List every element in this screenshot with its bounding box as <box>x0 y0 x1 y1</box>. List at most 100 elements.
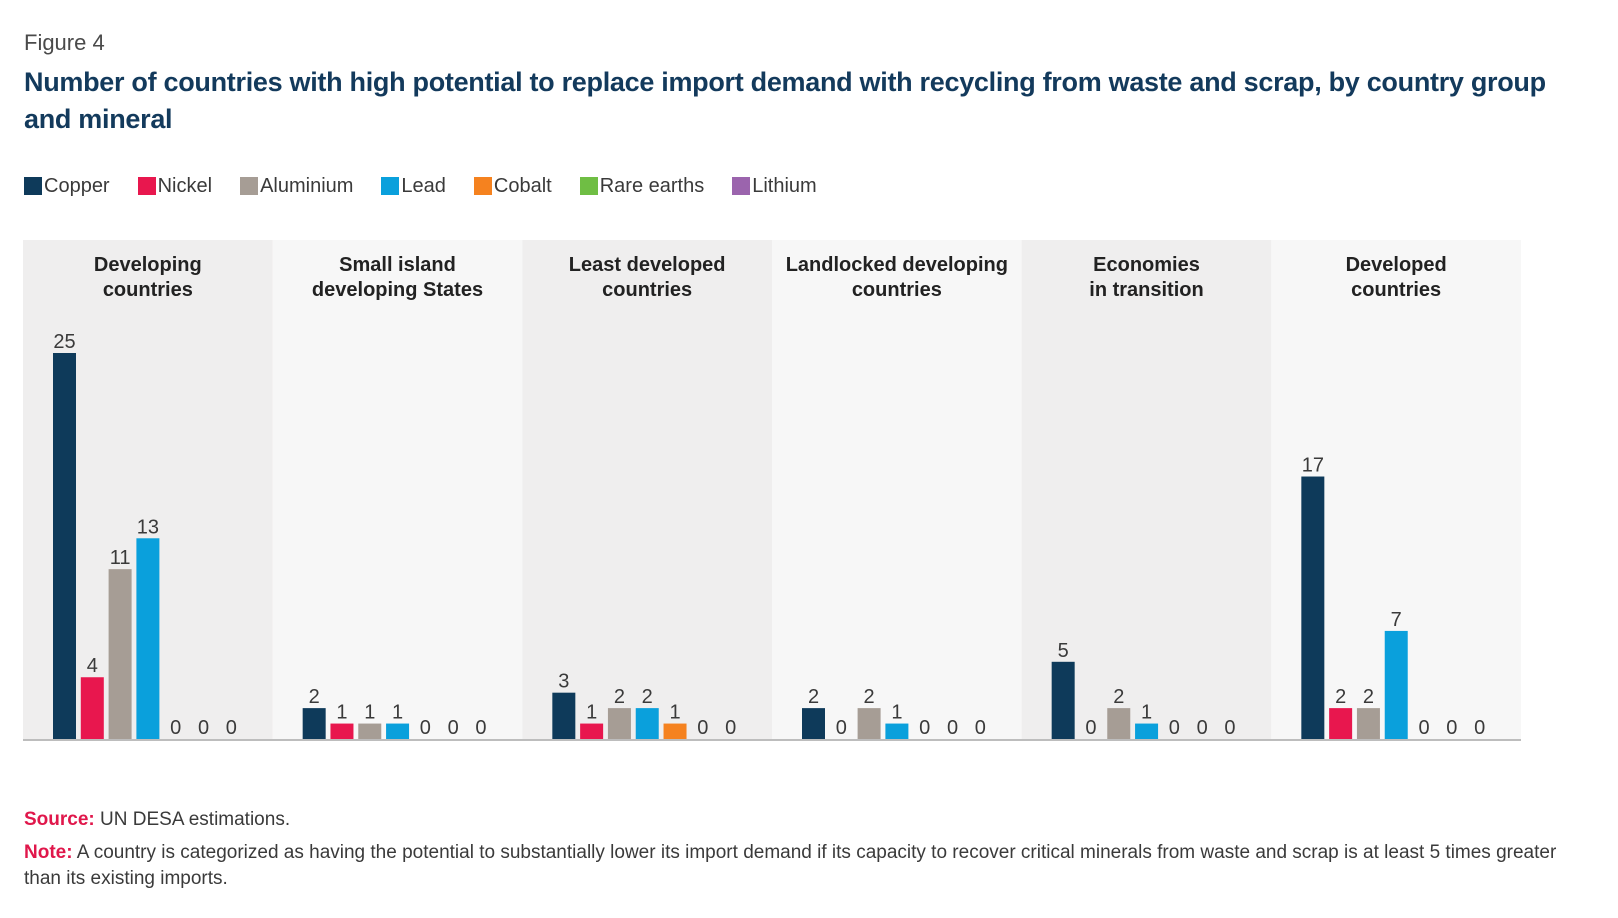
data-label-aluminium-least-developed-countries: 2 <box>614 686 625 708</box>
bar-lead-least-developed-countries <box>635 708 659 739</box>
bar-copper-developed-countries <box>1301 476 1325 739</box>
data-label-rare-earths-economies-in-transition: 0 <box>1197 717 1208 739</box>
panel-background <box>522 240 772 739</box>
data-label-cobalt-developed-countries: 0 <box>1418 717 1429 739</box>
category-label-economies-in-transition: Economies in transition <box>1089 254 1203 301</box>
data-label-lead-landlocked-developing-countries: 1 <box>891 702 902 724</box>
bar-lead-developing-countries <box>136 538 160 739</box>
data-label-nickel-small-island-developing-states: 1 <box>336 702 347 724</box>
legend-item-cobalt: Cobalt <box>473 175 552 198</box>
legend-label: Nickel <box>157 174 213 197</box>
data-label-lead-economies-in-transition: 1 <box>1141 702 1152 724</box>
data-label-lead-developing-countries: 13 <box>137 516 159 538</box>
category-label-developing-countries: Developing countries <box>94 254 202 301</box>
data-label-cobalt-landlocked-developing-countries: 0 <box>919 717 930 739</box>
legend-item-nickel: Nickel <box>137 174 213 198</box>
data-label-lithium-small-island-developing-states: 0 <box>475 717 486 739</box>
data-label-nickel-landlocked-developing-countries: 0 <box>836 717 847 739</box>
category-label-least-developed-countries: Least developed countries <box>569 254 726 301</box>
data-label-nickel-least-developed-countries: 1 <box>586 702 597 724</box>
note-key: Note: <box>24 842 73 863</box>
data-label-cobalt-developing-countries: 0 <box>170 717 181 739</box>
data-label-rare-earths-least-developed-countries: 0 <box>697 717 708 739</box>
data-label-copper-economies-in-transition: 5 <box>1058 640 1069 662</box>
legend-label: Lead <box>401 174 446 197</box>
legend-label: Lithium <box>752 174 817 197</box>
data-label-rare-earths-small-island-developing-states: 0 <box>448 717 459 739</box>
bar-copper-small-island-developing-states <box>302 708 326 739</box>
data-label-rare-earths-developing-countries: 0 <box>198 717 209 739</box>
source-text: UN DESA estimations. <box>94 809 291 830</box>
bar-aluminium-landlocked-developing-countries <box>857 708 881 739</box>
bar-lead-landlocked-developing-countries <box>885 723 909 739</box>
bar-lead-developed-countries <box>1384 630 1408 739</box>
legend-swatch <box>137 177 156 195</box>
data-label-copper-small-island-developing-states: 2 <box>309 686 320 708</box>
note-text: A country is categorized as having the p… <box>24 842 1557 889</box>
bar-aluminium-economies-in-transition <box>1107 708 1131 739</box>
data-label-lithium-economies-in-transition: 0 <box>1224 717 1235 739</box>
legend-item-lithium: Lithium <box>732 174 817 198</box>
legend-label: Aluminium <box>260 174 354 197</box>
data-label-lithium-landlocked-developing-countries: 0 <box>975 717 986 739</box>
panel-background <box>1021 240 1272 739</box>
bar-nickel-developed-countries <box>1329 708 1353 739</box>
bar-nickel-least-developed-countries <box>580 723 604 739</box>
category-label-small-island-developing-states: Small island developing States <box>312 254 483 301</box>
legend-swatch <box>381 177 400 195</box>
panel-background <box>772 240 1022 739</box>
bar-copper-developing-countries <box>53 353 76 739</box>
data-label-aluminium-economies-in-transition: 2 <box>1113 686 1124 708</box>
data-label-copper-developing-countries: 25 <box>53 331 75 353</box>
data-label-lead-small-island-developing-states: 1 <box>392 702 403 724</box>
data-label-aluminium-developing-countries: 11 <box>110 547 131 569</box>
note-line: Note: A country is categorized as having… <box>24 840 1594 892</box>
legend: Copper Nickel Aluminium Lead Cobalt Rare eart… <box>24 172 845 200</box>
data-label-copper-developed-countries: 17 <box>1302 455 1324 477</box>
data-label-copper-landlocked-developing-countries: 2 <box>808 686 819 708</box>
category-label-developed-countries: Developed countries <box>1346 254 1447 301</box>
legend-item-rare-earths: Rare earths <box>579 174 705 198</box>
data-label-cobalt-economies-in-transition: 0 <box>1169 717 1180 739</box>
panel-background <box>272 240 523 739</box>
legend-swatch <box>24 177 42 195</box>
data-label-lithium-least-developed-countries: 0 <box>725 717 736 739</box>
data-label-copper-least-developed-countries: 3 <box>558 671 569 693</box>
chart-title: Number of countries with high potential … <box>24 67 1546 134</box>
bar-copper-least-developed-countries <box>552 692 576 739</box>
legend-swatch <box>240 177 259 195</box>
legend-swatch <box>473 177 492 195</box>
data-label-nickel-economies-in-transition: 0 <box>1085 717 1096 739</box>
bar-lead-small-island-developing-states <box>386 723 410 739</box>
data-label-lead-developed-countries: 7 <box>1391 609 1402 631</box>
bar-cobalt-least-developed-countries <box>663 723 687 739</box>
legend-swatch <box>579 177 598 195</box>
bar-copper-landlocked-developing-countries <box>802 708 825 739</box>
category-label-landlocked-developing-countries: Landlocked developing countries <box>786 254 1008 301</box>
data-label-lead-least-developed-countries: 2 <box>642 686 653 708</box>
data-label-lithium-developed-countries: 0 <box>1474 717 1485 739</box>
data-label-lithium-developing-countries: 0 <box>226 717 237 739</box>
figure-label: Figure 4 <box>24 30 105 55</box>
legend-label: Rare earths <box>599 174 705 197</box>
data-label-cobalt-least-developed-countries: 1 <box>669 702 680 724</box>
legend-swatch <box>732 177 751 195</box>
source-line: Source: UN DESA estimations. <box>24 807 1594 833</box>
data-label-aluminium-developed-countries: 2 <box>1363 686 1374 708</box>
bar-aluminium-developing-countries <box>108 569 132 739</box>
data-label-rare-earths-landlocked-developing-countries: 0 <box>947 717 958 739</box>
data-label-nickel-developing-countries: 4 <box>87 655 98 677</box>
bar-nickel-developing-countries <box>80 677 104 739</box>
data-label-nickel-developed-countries: 2 <box>1335 686 1346 708</box>
legend-label: Copper <box>44 174 110 197</box>
bar-lead-economies-in-transition <box>1135 723 1159 739</box>
legend-item-copper: Copper <box>24 175 110 198</box>
data-label-rare-earths-developed-countries: 0 <box>1446 717 1457 739</box>
data-label-cobalt-small-island-developing-states: 0 <box>420 717 431 739</box>
bar-copper-economies-in-transition <box>1051 661 1075 739</box>
legend-item-lead: Lead <box>381 175 446 198</box>
bar-nickel-small-island-developing-states <box>330 723 354 739</box>
data-label-aluminium-small-island-developing-states: 1 <box>364 702 375 724</box>
data-label-aluminium-landlocked-developing-countries: 2 <box>864 686 875 708</box>
